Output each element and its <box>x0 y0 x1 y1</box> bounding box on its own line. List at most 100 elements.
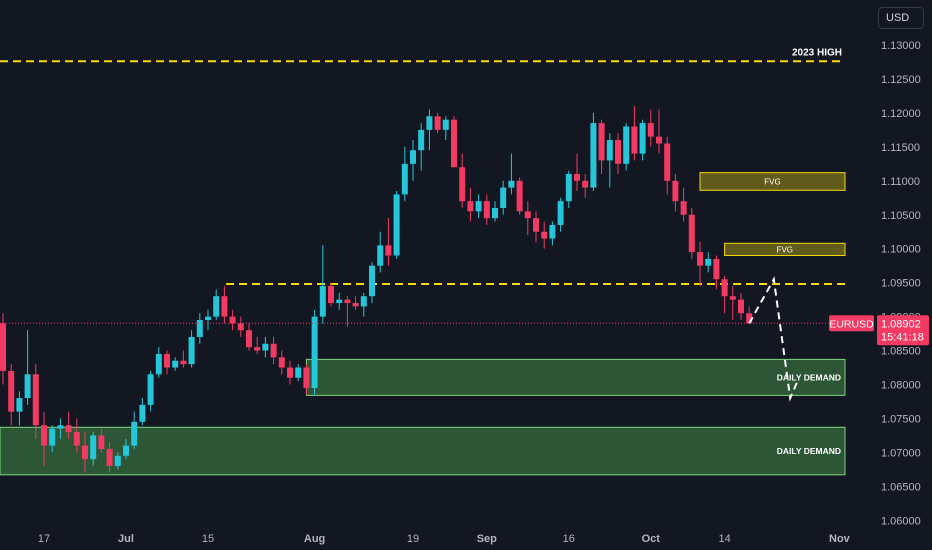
candle-body-74 <box>606 140 613 161</box>
candle-body-54 <box>442 119 449 130</box>
candle-body-14 <box>114 455 121 466</box>
candle-body-64 <box>524 211 531 219</box>
candle-body-22 <box>180 360 187 365</box>
demand-zone-2 <box>305 358 846 396</box>
y-tick-7: 1.09500 <box>881 278 921 290</box>
x-tick-1: Jul <box>118 533 134 545</box>
x-tick-4: 19 <box>407 533 419 545</box>
candle-body-76 <box>623 126 630 164</box>
candle-body-11 <box>90 435 97 460</box>
candle-body-90 <box>738 299 744 314</box>
bar-countdown: 15:41:18 <box>881 331 924 343</box>
candle-body-27 <box>221 296 228 317</box>
candle-body-1 <box>8 370 15 412</box>
candle-body-13 <box>106 449 113 466</box>
candle-body-72 <box>590 123 597 188</box>
candle-body-37 <box>303 367 310 388</box>
candle-body-82 <box>672 180 679 202</box>
levels-layer <box>0 60 845 286</box>
symbol-label: EURUSD <box>829 318 874 330</box>
level-label-0: 2023 HIGH <box>792 47 842 58</box>
candle-body-42 <box>344 299 351 304</box>
candle-body-30 <box>246 330 252 348</box>
candle-body-47 <box>385 245 392 256</box>
candle-body-88 <box>721 279 728 297</box>
demand-label-2: DAILY DEMAND <box>777 372 841 382</box>
candle-body-60 <box>492 207 498 219</box>
candle-body-34 <box>278 357 285 368</box>
candle-body-4 <box>32 374 39 426</box>
x-tick-8: 14 <box>718 533 730 545</box>
fvg-zone-0 <box>699 172 846 191</box>
candle-body-8 <box>65 425 72 433</box>
x-tick-5: Sep <box>477 533 497 545</box>
candle-body-48 <box>393 194 400 256</box>
candle-body-57 <box>467 201 474 212</box>
candle-body-41 <box>336 299 343 304</box>
last-price-value: 1.08902 <box>881 318 921 330</box>
candle-body-73 <box>598 123 605 161</box>
fvg-label-0: FVG <box>764 177 780 186</box>
fvg-zone-1 <box>724 242 846 256</box>
candle-body-52 <box>426 116 433 130</box>
annotation-labels: FVG FVG DAILY DEMAND DAILY DEMAND 2023 HIGH <box>764 47 842 456</box>
candle-body-43 <box>352 303 359 307</box>
candle-body-75 <box>615 140 621 164</box>
candle-body-2 <box>16 398 23 412</box>
candle-body-29 <box>237 323 244 331</box>
candle-body-33 <box>270 343 277 358</box>
candle-body-80 <box>656 136 662 144</box>
candle-body-24 <box>196 319 203 337</box>
candle-body-10 <box>82 445 88 460</box>
candle-body-12 <box>98 435 105 450</box>
candle-body-85 <box>697 252 703 266</box>
y-tick-3: 1.11500 <box>881 142 920 154</box>
y-tick-5: 1.10500 <box>881 210 921 222</box>
projection-layer <box>748 276 800 402</box>
x-tick-2: 15 <box>202 533 214 545</box>
y-tick-10: 1.08000 <box>881 380 921 392</box>
candle-body-44 <box>360 296 367 307</box>
candle-body-50 <box>410 150 416 164</box>
y-tick-0: 1.13000 <box>881 40 921 52</box>
candle-body-49 <box>401 163 408 195</box>
y-tick-14: 1.06000 <box>881 515 921 527</box>
y-tick-2: 1.12000 <box>881 108 921 120</box>
candle-body-32 <box>262 343 269 351</box>
candle-body-56 <box>459 167 466 202</box>
x-tick-9: Nov <box>829 533 851 545</box>
candle-body-28 <box>229 316 236 324</box>
candle-body-83 <box>680 201 687 215</box>
price-axis[interactable]: 1.13000 1.12500 1.12000 1.11500 1.11000 1.105… <box>829 40 929 527</box>
candle-body-81 <box>664 143 671 181</box>
candle-body-53 <box>434 116 441 130</box>
y-tick-6: 1.10000 <box>881 244 921 256</box>
candles-layer <box>0 106 753 473</box>
candle-body-45 <box>369 265 375 297</box>
candle-body-21 <box>172 360 179 368</box>
candle-body-67 <box>549 224 556 239</box>
candle-body-7 <box>57 425 64 429</box>
candle-body-35 <box>287 367 293 378</box>
candle-body-9 <box>73 432 80 446</box>
candle-body-18 <box>147 374 154 405</box>
candle-body-78 <box>639 123 646 154</box>
candle-body-87 <box>713 258 720 280</box>
candle-body-19 <box>155 353 162 375</box>
candle-body-69 <box>565 174 572 202</box>
time-axis[interactable]: 17 Jul 15 Aug 19 Sep 16 Oct 14 Nov <box>38 533 851 545</box>
candle-body-68 <box>557 201 564 225</box>
currency-label: USD <box>886 12 910 24</box>
x-tick-7: Oct <box>642 533 661 545</box>
candle-body-31 <box>254 347 261 351</box>
candle-body-20 <box>164 353 170 368</box>
candle-body-58 <box>475 201 482 212</box>
candle-body-55 <box>451 119 457 168</box>
candle-body-6 <box>49 428 56 446</box>
currency-selector[interactable]: USD <box>878 7 924 29</box>
candle-body-61 <box>500 187 507 208</box>
candle-body-70 <box>574 174 580 181</box>
last-price-badge <box>877 315 929 346</box>
candle-body-63 <box>516 180 523 212</box>
